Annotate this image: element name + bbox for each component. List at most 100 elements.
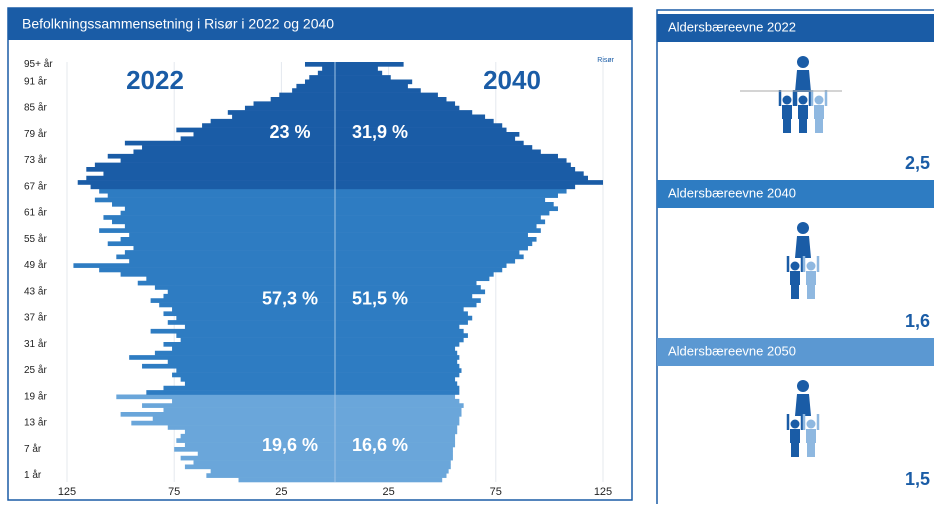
y-tick-label: 95+ år: [24, 58, 53, 70]
bar: [116, 395, 335, 400]
y-tick-label: 49 år: [24, 259, 47, 271]
bar: [228, 110, 335, 115]
x-tick-label: 25: [382, 486, 394, 498]
bar: [142, 364, 335, 369]
bar: [335, 202, 554, 207]
bar: [335, 71, 382, 76]
bar: [95, 198, 335, 203]
y-tick-label: 13 år: [24, 417, 47, 429]
icon-head: [791, 420, 800, 429]
icon-body: [795, 70, 811, 92]
share-label: 57,3 %: [262, 288, 318, 308]
bar: [181, 456, 335, 461]
bar: [335, 101, 455, 106]
icon-head: [791, 262, 800, 271]
bar: [181, 136, 335, 141]
bar: [181, 377, 335, 382]
y-tick-label: 31 år: [24, 338, 47, 350]
bar: [211, 469, 335, 474]
icon-head: [797, 222, 809, 234]
bar: [163, 342, 335, 347]
bar: [133, 150, 335, 155]
chart-note: Risør: [597, 57, 614, 64]
icon-head: [807, 420, 816, 429]
icon-head: [797, 56, 809, 68]
bar: [73, 263, 335, 268]
bar: [185, 430, 335, 435]
bar: [121, 272, 335, 277]
bar: [335, 421, 459, 426]
bar: [121, 158, 335, 163]
bar: [335, 456, 453, 461]
bar: [335, 145, 532, 150]
bar: [206, 473, 335, 478]
bar: [335, 395, 455, 400]
icon-legs: [807, 443, 815, 457]
bar: [305, 62, 335, 67]
bar: [125, 206, 335, 211]
bar: [172, 373, 335, 378]
bar: [335, 193, 558, 198]
icon-legs: [799, 119, 807, 133]
icon-body: [814, 105, 824, 119]
bar: [335, 276, 489, 281]
bar: [125, 224, 335, 229]
x-tick-label: 125: [58, 486, 76, 498]
bar: [335, 198, 545, 203]
bar: [168, 320, 335, 325]
bar: [239, 478, 335, 483]
x-tick-label: 25: [275, 486, 287, 498]
bar: [129, 233, 335, 238]
bar: [172, 346, 335, 351]
panel-title: Aldersbæreevne 2040: [668, 185, 796, 200]
share-label: 31,9 %: [352, 122, 408, 142]
bar: [335, 386, 459, 391]
bar: [176, 368, 335, 373]
bar: [335, 351, 457, 356]
bar: [335, 106, 459, 111]
icon-body: [806, 271, 816, 285]
bar: [125, 250, 335, 255]
bar: [335, 381, 457, 386]
bar: [163, 311, 335, 316]
bar: [322, 66, 335, 71]
icon-body: [798, 105, 808, 119]
bar: [335, 233, 528, 238]
bar: [335, 281, 477, 286]
bar: [176, 333, 335, 338]
y-tick-label: 19 år: [24, 390, 47, 402]
bar: [335, 478, 442, 483]
bar: [155, 351, 335, 356]
bar: [335, 377, 455, 382]
bar: [335, 163, 571, 168]
bar: [163, 386, 335, 391]
bar: [86, 176, 335, 181]
bar: [335, 62, 404, 67]
bar: [151, 329, 335, 334]
bar: [245, 106, 335, 111]
bar: [91, 185, 335, 190]
bar: [335, 333, 468, 338]
bar: [112, 202, 335, 207]
bar: [335, 469, 449, 474]
bar: [335, 171, 584, 176]
series-label: 2022: [126, 65, 184, 95]
icon-head: [807, 262, 816, 271]
bar: [335, 338, 464, 343]
panel-value: 2,5: [905, 153, 930, 173]
bar: [185, 325, 335, 330]
bar: [176, 316, 335, 321]
y-tick-label: 79 år: [24, 128, 47, 140]
bar: [146, 390, 335, 395]
bar: [335, 425, 457, 430]
bar: [193, 460, 335, 465]
bar: [335, 272, 494, 277]
bar: [318, 71, 335, 76]
screen: Befolkningssammensetning i Risør i 2022 …: [0, 0, 934, 504]
bar: [292, 88, 335, 93]
icon-body: [790, 429, 800, 443]
share-label: 23 %: [269, 122, 310, 142]
y-tick-label: 55 år: [24, 233, 47, 245]
y-tick-label: 7 år: [24, 443, 42, 455]
icon-legs: [791, 443, 799, 457]
